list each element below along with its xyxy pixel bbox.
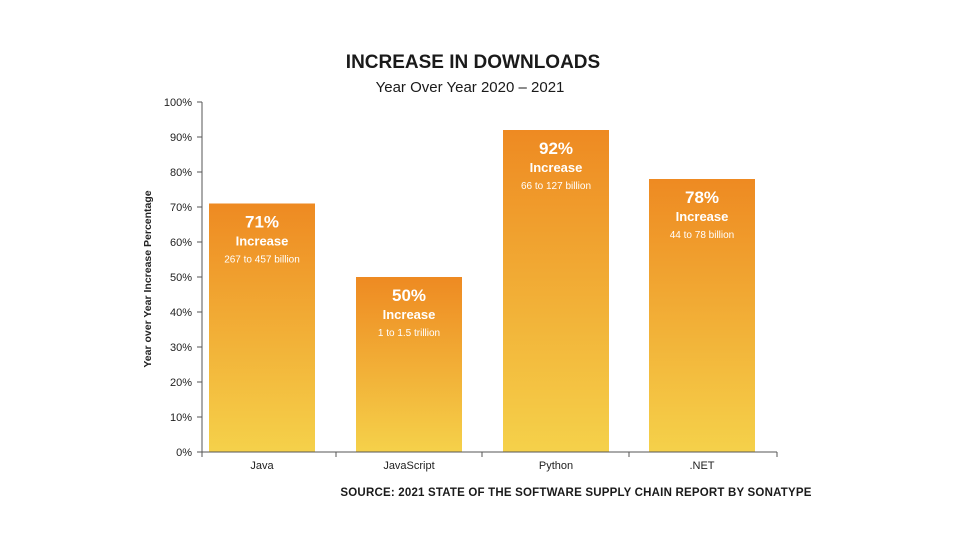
bar-java <box>209 203 315 452</box>
bar-javascript <box>356 277 462 452</box>
y-axis-label: Year over Year Increase Percentage <box>142 190 154 367</box>
source-note: SOURCE: 2021 STATE OF THE SOFTWARE SUPPL… <box>340 487 811 499</box>
bar-increase-label: Increase <box>530 160 583 175</box>
y-tick-label: 90% <box>170 132 192 144</box>
bar-range-label: 1 to 1.5 trillion <box>378 328 440 339</box>
chart-subtitle: Year Over Year 2020 – 2021 <box>376 79 565 96</box>
y-tick-label: 80% <box>170 167 192 179</box>
bar-percent-label: 50% <box>392 286 426 305</box>
x-tick-label: .NET <box>689 460 714 472</box>
bar-percent-label: 78% <box>685 188 719 207</box>
bar-python <box>503 130 609 452</box>
chart-title: INCREASE IN DOWNLOADS <box>346 52 600 73</box>
x-tick-label: Java <box>250 460 274 472</box>
y-axis: 0% 10% 20% 30% 40% 50% 60% 70% 80% 90% 100% <box>164 97 203 459</box>
y-tick-label: 50% <box>170 272 192 284</box>
bar-percent-label: 92% <box>539 139 573 158</box>
y-tick-label: 70% <box>170 202 192 214</box>
bar-net <box>649 179 755 452</box>
y-tick-label: 60% <box>170 237 192 249</box>
bar-increase-label: Increase <box>383 307 436 322</box>
bar-range-label: 66 to 127 billion <box>521 181 591 192</box>
bar-range-label: 267 to 457 billion <box>224 255 300 266</box>
bar-increase-label: Increase <box>676 209 729 224</box>
x-tick-label: JavaScript <box>383 460 434 472</box>
x-axis: Java JavaScript Python .NET <box>201 451 778 472</box>
bar-increase-label: Increase <box>236 234 289 249</box>
bars-group: 71% Increase 267 to 457 billion 50% Increase… <box>209 130 755 452</box>
y-tick-label: 20% <box>170 377 192 389</box>
y-tick-label: 40% <box>170 307 192 319</box>
y-tick-label: 30% <box>170 342 192 354</box>
x-tick-label: Python <box>539 460 573 472</box>
y-tick-label: 10% <box>170 412 192 424</box>
bar-percent-label: 71% <box>245 213 279 232</box>
bar-range-label: 44 to 78 billion <box>670 230 735 241</box>
y-tick-label: 0% <box>176 447 192 459</box>
y-tick-label: 100% <box>164 97 192 109</box>
